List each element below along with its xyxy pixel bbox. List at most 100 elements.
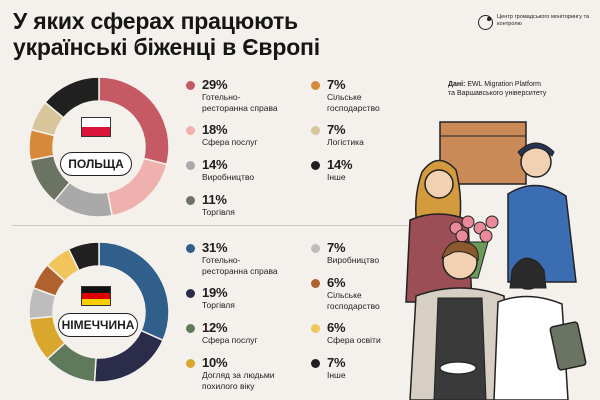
- germany-donut-chart: [28, 241, 170, 383]
- de-legend-text-4: 7% Виробництво: [327, 240, 379, 266]
- pl-slice-6: [44, 76, 100, 119]
- monitoring-center-logo-icon: [478, 15, 493, 30]
- pl-legend-text-2: 14% Виробництво: [202, 157, 254, 183]
- germany-flag-icon: [81, 286, 111, 306]
- de-legend-value-2: 12%: [202, 320, 228, 335]
- pl-legend-item-6: 14% Інше: [311, 157, 353, 183]
- de-slice-7: [67, 241, 100, 272]
- de-legend-item-7: 7% Інше: [311, 355, 346, 381]
- pl-legend-label-5-0: Логістика: [327, 137, 364, 147]
- de-legend-text-2: 12% Сфера послуг: [202, 320, 258, 346]
- pl-legend-item-0: 29% Готельно-ресторанна справа: [186, 77, 278, 113]
- pl-legend-item-3: 11% Торгівля: [186, 192, 235, 218]
- pl-legend-value-6: 14%: [327, 157, 353, 172]
- logo-text: Центр громадського моніторингу та контро…: [497, 14, 590, 27]
- pl-legend-text-1: 18% Сфера послуг: [202, 122, 258, 148]
- pl-legend-text-3: 11% Торгівля: [202, 192, 235, 218]
- de-legend-swatch-4: [311, 244, 320, 253]
- de-legend-label-3-0: Догляд за людьми: [202, 370, 275, 380]
- pl-legend-swatch-1: [186, 126, 195, 135]
- pl-legend-item-5: 7% Логістика: [311, 122, 364, 148]
- de-legend-text-5: 6% Сільське господарство: [327, 275, 380, 311]
- source-note: Дані: EWL Migration Platform та Варшавсь…: [448, 80, 598, 98]
- de-legend-item-5: 6% Сільське господарство: [311, 275, 380, 311]
- germany-label: НІМЕЧЧИНА: [58, 313, 138, 337]
- de-legend-value-4: 7%: [327, 240, 346, 255]
- poland-flag-icon: [81, 117, 111, 137]
- workers-illustration: [405, 121, 587, 400]
- poland-donut-chart: [28, 76, 170, 218]
- de-legend-label-6-0: Сфера освіти: [327, 335, 381, 345]
- pl-legend-label-2-0: Виробництво: [202, 172, 255, 182]
- poland-label: ПОЛЬЩА: [60, 152, 132, 176]
- de-legend-swatch-5: [311, 279, 320, 288]
- de-legend-text-1: 19% Торгівля: [202, 285, 235, 311]
- pl-legend-swatch-4: [311, 81, 320, 90]
- de-legend-swatch-7: [311, 359, 320, 368]
- pl-legend-value-4: 7%: [327, 77, 346, 92]
- de-legend-item-6: 6% Сфера освіти: [311, 320, 381, 346]
- pl-legend-item-1: 18% Сфера послуг: [186, 122, 258, 148]
- pl-legend-swatch-6: [311, 161, 320, 170]
- pl-legend-value-0: 29%: [202, 77, 228, 92]
- pl-legend-label-6-0: Інше: [327, 172, 346, 182]
- de-legend-value-5: 6%: [327, 275, 346, 290]
- pl-donut-hole: [54, 102, 144, 192]
- pl-legend-swatch-2: [186, 161, 195, 170]
- de-legend-swatch-0: [186, 244, 195, 253]
- de-legend-label-4-0: Виробництво: [327, 255, 380, 265]
- de-legend-label-1-0: Торгівля: [202, 300, 235, 310]
- pl-legend-value-5: 7%: [327, 122, 346, 137]
- pl-legend-item-2: 14% Виробництво: [186, 157, 254, 183]
- de-legend-label-3-1: похилого віку: [202, 380, 255, 391]
- pl-legend-label-3-0: Торгівля: [202, 207, 235, 217]
- pl-legend-value-3: 11%: [202, 192, 227, 207]
- pl-legend-value-1: 18%: [202, 122, 228, 137]
- pl-legend-label-0-0: Готельно-: [202, 92, 241, 102]
- title-line-2: українські біженці в Європі: [13, 34, 320, 60]
- source-line-2: та Варшавського університету: [448, 90, 547, 97]
- de-legend-label-5-0: Сільське: [327, 290, 362, 300]
- de-legend-swatch-6: [311, 324, 320, 333]
- pl-legend-label-1-0: Сфера послуг: [202, 137, 258, 147]
- pl-legend-item-4: 7% Сільське господарство: [311, 77, 380, 113]
- de-legend-label-0-0: Готельно-: [202, 255, 241, 265]
- source-line-1: EWL Migration Platform: [467, 81, 541, 88]
- pl-legend-swatch-5: [311, 126, 320, 135]
- de-legend-item-2: 12% Сфера послуг: [186, 320, 258, 346]
- pl-legend-value-2: 14%: [202, 157, 228, 172]
- de-legend-item-1: 19% Торгівля: [186, 285, 235, 311]
- section-divider: [12, 225, 412, 226]
- page-title: У яких сферах працюють українські біженц…: [13, 8, 320, 60]
- de-legend-text-3: 10% Догляд за людьми похилого віку: [202, 355, 275, 391]
- de-legend-text-6: 6% Сфера освіти: [327, 320, 381, 346]
- de-legend-swatch-2: [186, 324, 195, 333]
- pl-legend-label-0-1: ресторанна справа: [202, 102, 278, 113]
- de-legend-value-1: 19%: [202, 285, 228, 300]
- de-legend-value-6: 6%: [327, 320, 346, 335]
- de-legend-item-0: 31% Готельно-ресторанна справа: [186, 240, 278, 276]
- logo: Центр громадського моніторингу та контро…: [478, 14, 600, 30]
- source-label: Дані:: [448, 81, 466, 88]
- de-legend-text-0: 31% Готельно-ресторанна справа: [202, 240, 278, 276]
- de-legend-value-3: 10%: [202, 355, 228, 370]
- pl-legend-text-5: 7% Логістика: [327, 122, 364, 148]
- de-legend-label-7-0: Інше: [327, 370, 346, 380]
- pl-legend-swatch-0: [186, 81, 195, 90]
- de-legend-label-0-1: ресторанна справа: [202, 265, 278, 276]
- pl-legend-label-4-1: господарство: [327, 102, 380, 113]
- de-legend-label-2-0: Сфера послуг: [202, 335, 258, 345]
- pl-legend-label-4-0: Сільське: [327, 92, 362, 102]
- de-donut-hole: [54, 267, 144, 357]
- pl-legend-text-4: 7% Сільське господарство: [327, 77, 380, 113]
- de-legend-value-0: 31%: [202, 240, 228, 255]
- de-legend-swatch-1: [186, 289, 195, 298]
- de-legend-label-5-1: господарство: [327, 300, 380, 311]
- de-legend-swatch-3: [186, 359, 195, 368]
- pl-legend-swatch-3: [186, 196, 195, 205]
- de-legend-value-7: 7%: [327, 355, 346, 370]
- de-legend-item-4: 7% Виробництво: [311, 240, 379, 266]
- pl-legend-text-0: 29% Готельно-ресторанна справа: [202, 77, 278, 113]
- de-legend-item-3: 10% Догляд за людьми похилого віку: [186, 355, 275, 391]
- pl-legend-text-6: 14% Інше: [327, 157, 353, 183]
